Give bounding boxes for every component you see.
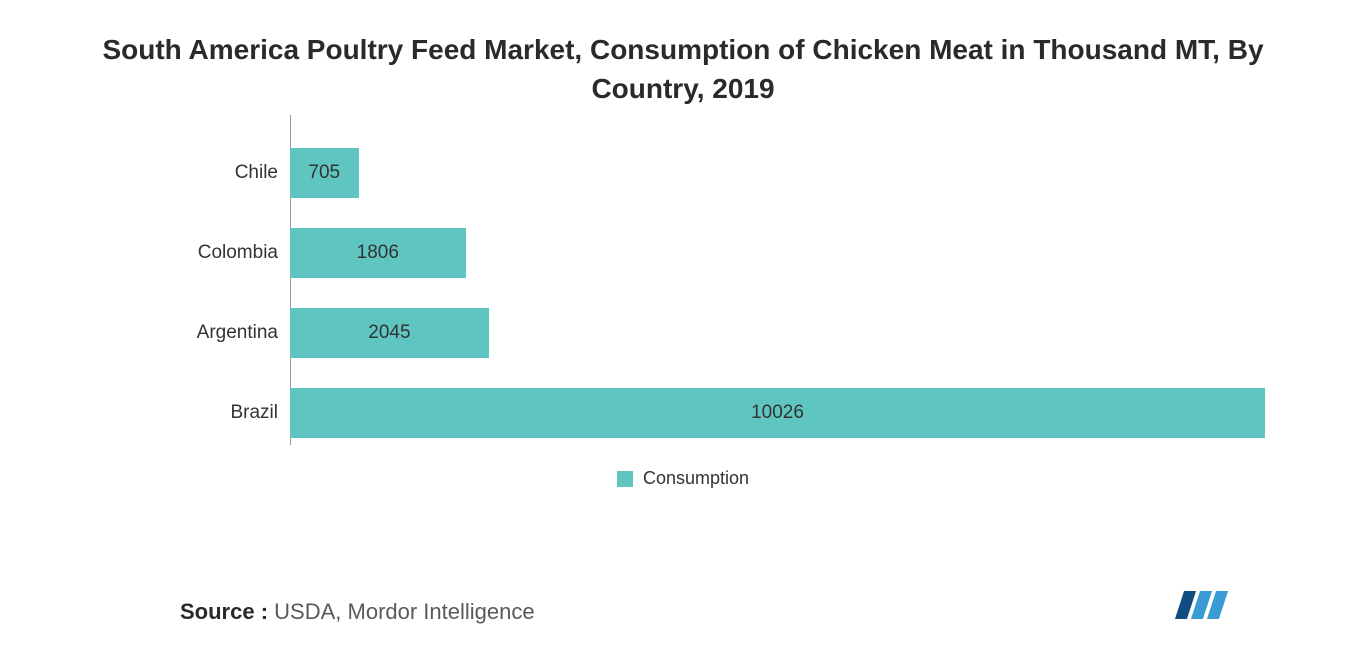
legend-label: Consumption	[643, 468, 749, 489]
category-label: Chile	[100, 162, 290, 184]
source-label: Source :	[180, 599, 268, 624]
bar-value: 2045	[368, 322, 410, 344]
category-label: Brazil	[100, 402, 290, 424]
legend-swatch	[617, 471, 633, 487]
category-label: Colombia	[100, 242, 290, 264]
bar: 705	[290, 148, 359, 198]
bar-container: 705	[290, 148, 1266, 198]
chart-area: Chile 705 Colombia 1806 Argentina 2045 Brazil 1…	[0, 128, 1366, 509]
mordor-logo-icon	[1166, 585, 1236, 630]
source-line: Source : USDA, Mordor Intelligence	[180, 599, 535, 625]
bar-row: Brazil 10026	[100, 388, 1266, 438]
bar-container: 2045	[290, 308, 1266, 358]
bar-value: 1806	[357, 242, 399, 264]
bar-value: 705	[308, 162, 340, 184]
chart-title: South America Poultry Feed Market, Consu…	[0, 0, 1366, 128]
source-text: USDA, Mordor Intelligence	[274, 599, 534, 624]
bar-container: 10026	[290, 388, 1266, 438]
bar-row: Argentina 2045	[100, 308, 1266, 358]
bar-value: 10026	[751, 402, 804, 424]
bar-container: 1806	[290, 228, 1266, 278]
bar-row: Colombia 1806	[100, 228, 1266, 278]
chart-legend: Consumption	[100, 468, 1266, 489]
bar: 1806	[290, 228, 466, 278]
bar: 2045	[290, 308, 489, 358]
bar-row: Chile 705	[100, 148, 1266, 198]
category-label: Argentina	[100, 322, 290, 344]
bar: 10026	[290, 388, 1265, 438]
